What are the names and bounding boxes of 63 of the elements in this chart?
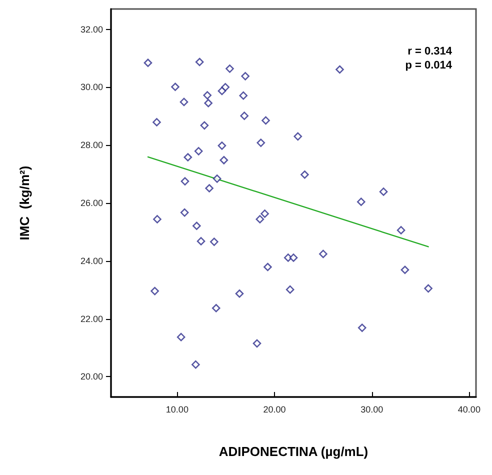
y-tick-label: 26.00	[80, 198, 103, 208]
point	[289, 254, 298, 262]
y-tick-label: 30.00	[80, 82, 103, 92]
point	[218, 86, 226, 96]
point	[212, 304, 220, 312]
point	[180, 177, 190, 186]
point	[294, 132, 302, 141]
point	[300, 170, 309, 179]
y-axis-title: IMC (kg/m²)	[17, 166, 32, 240]
point	[396, 226, 406, 234]
point	[194, 147, 203, 156]
point	[200, 121, 209, 130]
y-tick-label: 28.00	[80, 140, 103, 150]
y-tick-label: 24.00	[80, 256, 103, 266]
point	[218, 142, 226, 150]
annotation: p = 0.014	[405, 60, 453, 72]
y-tick-label: 32.00	[80, 24, 103, 34]
point	[210, 238, 218, 246]
point	[379, 188, 388, 196]
point	[241, 72, 250, 80]
point	[205, 184, 214, 192]
point	[176, 332, 186, 342]
point	[220, 156, 228, 164]
point	[196, 237, 206, 246]
point	[264, 262, 272, 272]
point	[262, 116, 270, 125]
point	[184, 153, 192, 162]
point	[358, 324, 366, 332]
point	[192, 222, 201, 230]
point	[356, 198, 366, 206]
point	[252, 339, 262, 348]
x-tick-label: 40.00	[458, 404, 480, 414]
x-tick-label: 10.00	[166, 404, 188, 414]
point	[195, 58, 204, 66]
point	[424, 284, 432, 293]
point	[203, 91, 212, 100]
point	[180, 98, 188, 106]
y-tick-label: 20.00	[80, 372, 103, 382]
point	[204, 98, 212, 108]
point	[336, 65, 344, 74]
point	[153, 215, 162, 224]
point	[144, 58, 152, 68]
point	[180, 208, 189, 217]
annotation: r = 0.314	[408, 46, 453, 58]
point	[286, 285, 294, 294]
point	[260, 210, 269, 218]
x-axis-title: ADIPONECTINA (µg/mL)	[218, 444, 368, 459]
point	[192, 360, 200, 369]
point	[319, 250, 328, 258]
x-tick-label: 30.00	[360, 404, 384, 414]
point	[239, 91, 248, 100]
point	[256, 215, 264, 224]
point	[212, 174, 222, 183]
point	[400, 266, 410, 274]
x-tick-label: 20.00	[263, 404, 286, 414]
point	[150, 286, 159, 296]
point	[240, 112, 248, 120]
y-tick-label: 22.00	[80, 314, 103, 324]
point	[152, 118, 161, 126]
point	[226, 64, 234, 73]
point	[235, 289, 244, 298]
point	[171, 82, 180, 92]
point	[256, 138, 266, 147]
